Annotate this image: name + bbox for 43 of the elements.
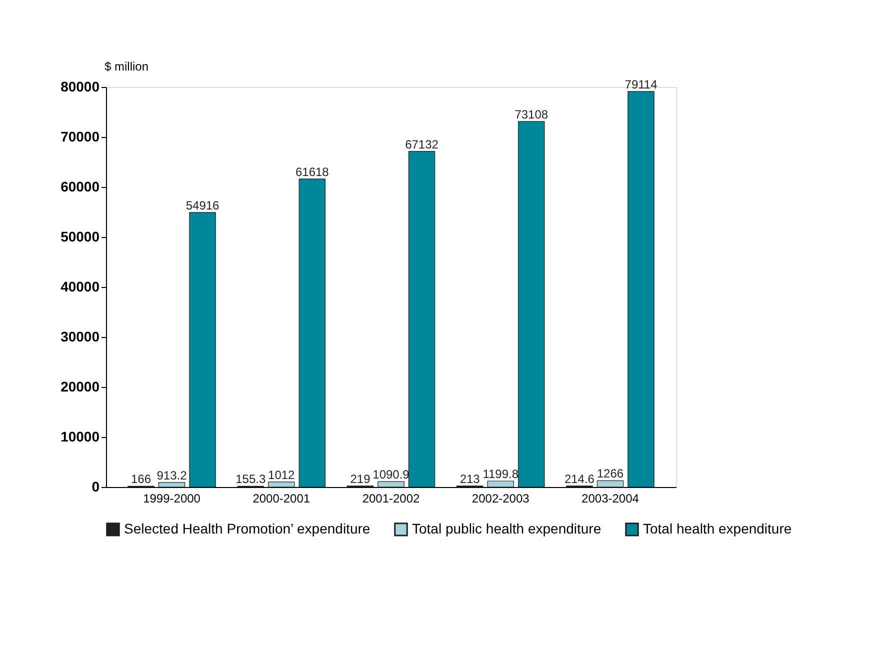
x-tick-label: 2000-2001: [252, 492, 310, 506]
legend-label: Selected Health Promotion’ expenditure: [124, 520, 370, 536]
data-label: 73108: [514, 107, 548, 122]
y-tick-label: 30000: [60, 328, 100, 344]
data-label: 219: [350, 472, 371, 486]
bar: [408, 151, 436, 488]
data-label: 214.6: [564, 472, 595, 486]
data-label: 913.2: [156, 468, 188, 482]
x-tick-label: 2003-2004: [582, 492, 640, 506]
y-tick-label: 80000: [60, 78, 100, 94]
y-axis-title: $ million: [104, 60, 149, 74]
bar: [596, 480, 624, 488]
data-label: 1266: [596, 466, 624, 481]
y-tick-label: 10000: [60, 428, 100, 444]
bar: [378, 481, 404, 488]
y-tick-label: 20000: [60, 378, 100, 394]
x-tick-label: 2002-2003: [472, 492, 530, 506]
data-label: 67132: [405, 137, 439, 152]
bar: [518, 121, 545, 488]
x-tick-label: 1999-2000: [143, 492, 201, 506]
x-tick-label: 2001-2002: [362, 492, 420, 506]
legend-label: Total health expenditure: [643, 520, 792, 536]
data-label: 155.3: [236, 472, 266, 486]
y-tick-label: 70000: [60, 128, 100, 144]
bar: [189, 212, 216, 488]
bar: [487, 480, 514, 488]
y-tick-label: 50000: [60, 228, 100, 244]
data-label: 61618: [295, 164, 330, 179]
y-tick-label: 40000: [60, 278, 100, 294]
bar: [298, 178, 326, 488]
y-tick-label: 60000: [60, 178, 100, 194]
data-label: 166: [130, 472, 152, 486]
bar: [268, 482, 295, 488]
data-label: 79114: [624, 77, 658, 92]
data-label: 54916: [186, 198, 220, 212]
data-label: 213: [460, 472, 480, 486]
data-label: 1090.9: [372, 468, 410, 482]
legend-label: Total public health expenditure: [412, 520, 602, 536]
bar: [158, 482, 186, 488]
data-label: 1012: [268, 468, 296, 482]
data-label: 1199.8: [482, 467, 519, 481]
bar: [628, 91, 654, 488]
y-tick-label: 0: [92, 478, 100, 494]
